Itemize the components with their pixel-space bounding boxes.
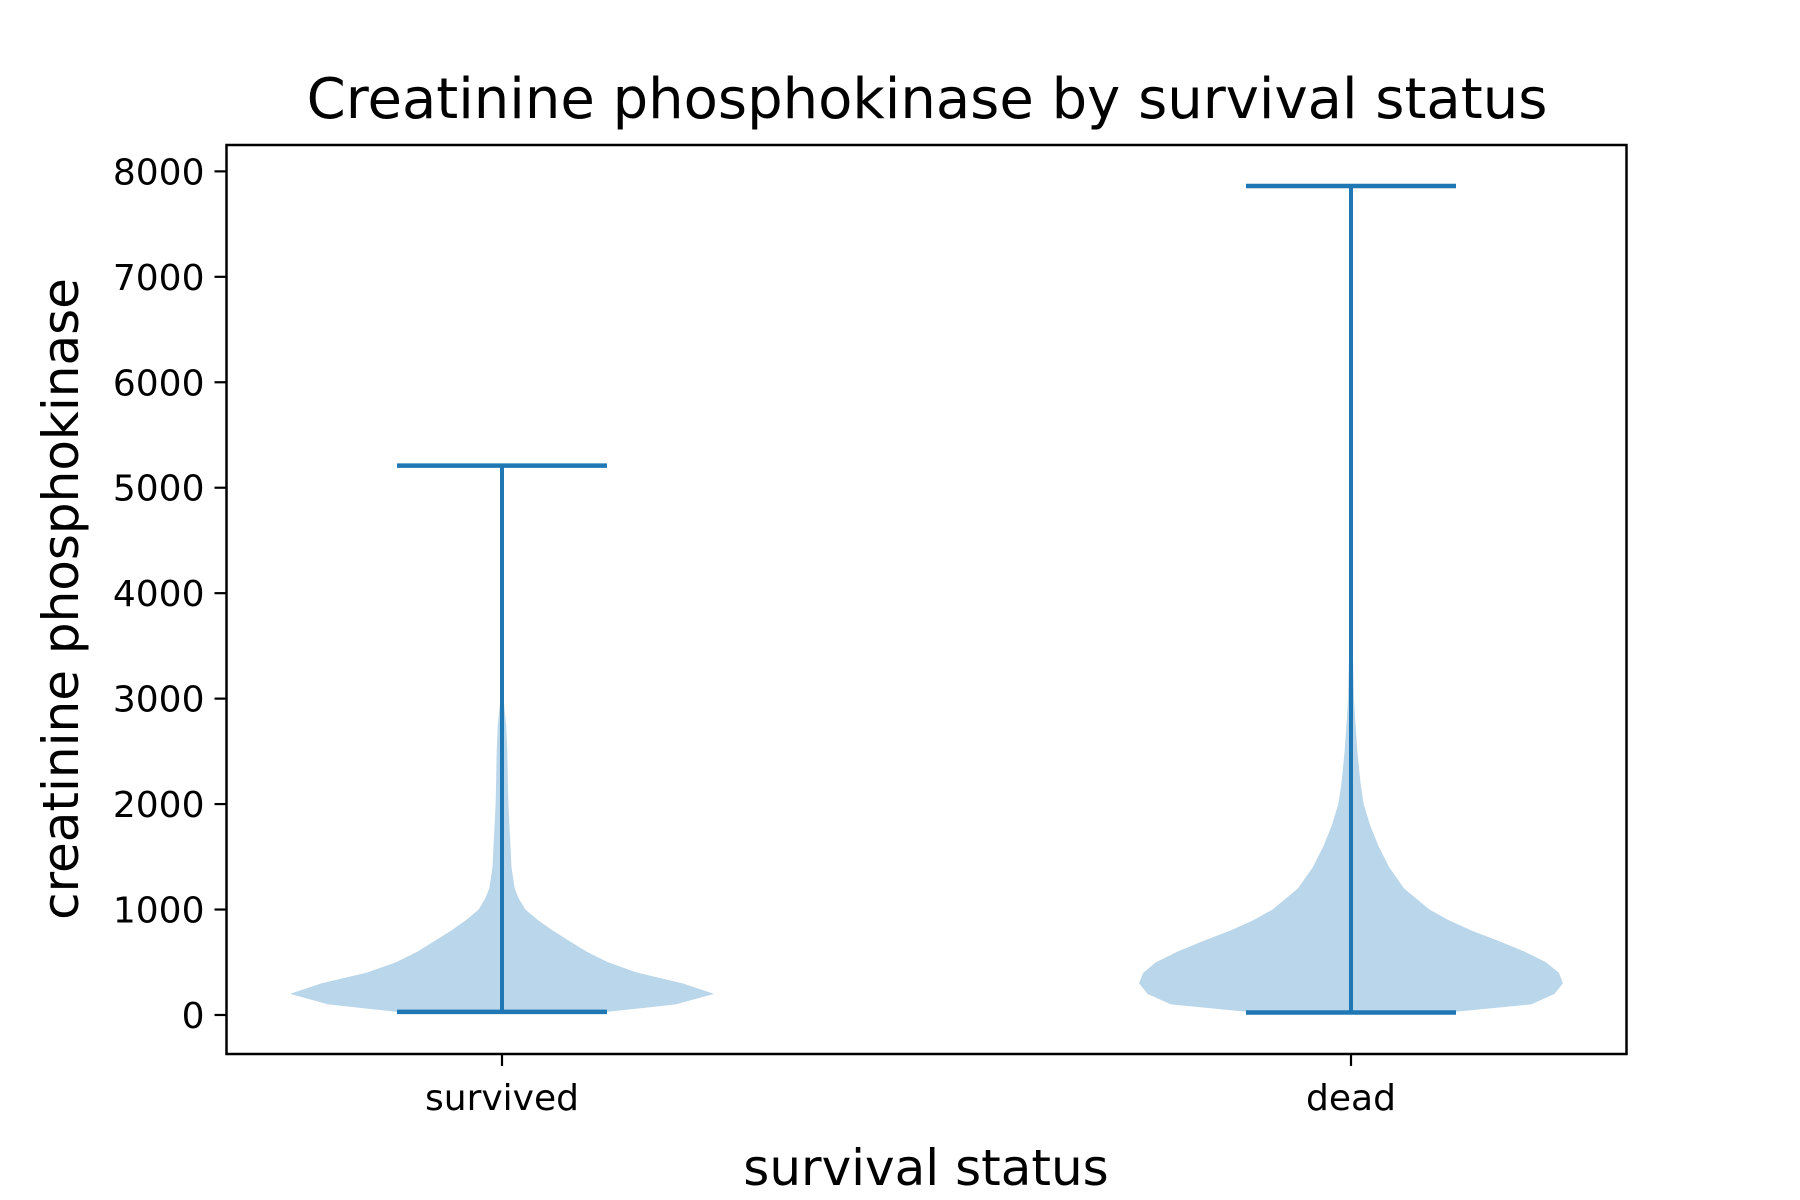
- x-tick-label: dead: [1306, 1078, 1396, 1119]
- y-tick-label: 1000: [113, 891, 205, 932]
- y-tick-label: 6000: [113, 363, 205, 404]
- y-tick-label: 5000: [113, 469, 205, 510]
- y-tick-label: 8000: [113, 152, 205, 193]
- x-axis: survived dead: [425, 1054, 1396, 1119]
- y-tick-label: 7000: [113, 258, 205, 299]
- y-tick-label: 4000: [113, 574, 205, 615]
- violins-layer: [290, 183, 1563, 1015]
- x-tick-label: survived: [425, 1078, 579, 1119]
- y-tick-label: 2000: [113, 785, 205, 826]
- y-tick-label: 0: [182, 996, 205, 1037]
- y-axis: 0 1000 2000 3000 4000 5000 6000 7000 8000: [113, 152, 227, 1037]
- chart-title: Creatinine phosphokinase by survival sta…: [307, 67, 1548, 132]
- y-axis-label: creatinine phosphokinase: [32, 278, 90, 920]
- x-axis-label: survival status: [743, 1139, 1108, 1197]
- y-tick-label: 3000: [113, 680, 205, 721]
- plot-frame: [225, 143, 1628, 1056]
